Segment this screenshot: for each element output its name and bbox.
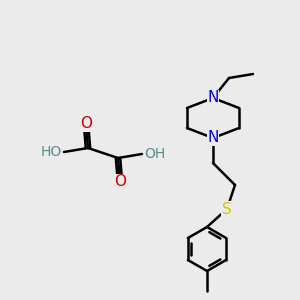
Text: O: O: [80, 116, 92, 131]
Text: OH: OH: [144, 147, 165, 161]
Text: O: O: [114, 175, 126, 190]
Text: N: N: [207, 130, 219, 146]
Text: N: N: [207, 91, 219, 106]
Text: HO: HO: [41, 145, 62, 159]
Text: S: S: [222, 202, 232, 217]
